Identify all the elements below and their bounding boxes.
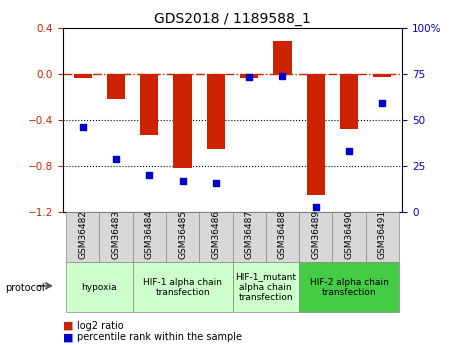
Text: log2 ratio: log2 ratio bbox=[77, 321, 123, 331]
Point bbox=[146, 172, 153, 178]
Bar bbox=[100, 212, 133, 262]
Point bbox=[279, 73, 286, 78]
Bar bbox=[173, 74, 192, 168]
Text: GSM36488: GSM36488 bbox=[278, 210, 287, 259]
Bar bbox=[365, 212, 399, 262]
Bar bbox=[166, 212, 199, 262]
Text: ■: ■ bbox=[63, 333, 73, 342]
Text: GSM36484: GSM36484 bbox=[145, 210, 154, 259]
Bar bbox=[207, 74, 225, 149]
Bar bbox=[133, 212, 166, 262]
Bar bbox=[232, 262, 299, 312]
Text: GSM36490: GSM36490 bbox=[345, 210, 353, 259]
Text: ■: ■ bbox=[63, 321, 73, 331]
Bar bbox=[107, 74, 125, 99]
Bar bbox=[373, 74, 392, 77]
Text: GSM36485: GSM36485 bbox=[178, 210, 187, 259]
Bar bbox=[66, 212, 100, 262]
Point bbox=[179, 178, 186, 184]
Point bbox=[113, 156, 120, 161]
Bar bbox=[273, 41, 292, 74]
Bar bbox=[199, 212, 232, 262]
Point bbox=[212, 180, 219, 185]
Point bbox=[345, 148, 352, 154]
Text: percentile rank within the sample: percentile rank within the sample bbox=[77, 333, 242, 342]
Text: GSM36489: GSM36489 bbox=[311, 210, 320, 259]
Text: HIF-1_mutant
alpha chain
transfection: HIF-1_mutant alpha chain transfection bbox=[235, 272, 296, 302]
Bar bbox=[73, 74, 92, 78]
Text: GSM36491: GSM36491 bbox=[378, 210, 387, 259]
Text: HIF-2 alpha chain
transfection: HIF-2 alpha chain transfection bbox=[310, 277, 388, 297]
Text: hypoxia: hypoxia bbox=[81, 283, 117, 292]
Text: GDS2018 / 1189588_1: GDS2018 / 1189588_1 bbox=[154, 12, 311, 26]
Text: GSM36486: GSM36486 bbox=[212, 210, 220, 259]
Text: GSM36487: GSM36487 bbox=[245, 210, 253, 259]
Point bbox=[312, 204, 319, 209]
Bar bbox=[133, 262, 232, 312]
Bar bbox=[240, 74, 258, 78]
Point bbox=[79, 125, 86, 130]
Bar bbox=[299, 262, 399, 312]
Point bbox=[379, 100, 386, 106]
Bar bbox=[306, 74, 325, 195]
Bar bbox=[299, 212, 332, 262]
Point bbox=[246, 75, 253, 80]
Bar bbox=[332, 212, 365, 262]
Text: GSM36482: GSM36482 bbox=[78, 210, 87, 259]
Text: protocol: protocol bbox=[5, 283, 44, 293]
Text: GSM36483: GSM36483 bbox=[112, 210, 120, 259]
Text: HIF-1 alpha chain
transfection: HIF-1 alpha chain transfection bbox=[143, 277, 222, 297]
Bar bbox=[140, 74, 159, 135]
Bar bbox=[66, 262, 133, 312]
Bar bbox=[340, 74, 358, 129]
Bar bbox=[266, 212, 299, 262]
Bar bbox=[232, 212, 266, 262]
